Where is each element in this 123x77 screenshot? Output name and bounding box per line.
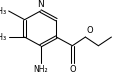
Text: N: N: [37, 0, 44, 9]
Text: NH₂: NH₂: [33, 65, 48, 74]
Text: CH₃: CH₃: [0, 33, 7, 42]
Text: O: O: [87, 26, 93, 35]
Text: O: O: [69, 65, 76, 74]
Text: CH₃: CH₃: [0, 6, 7, 15]
